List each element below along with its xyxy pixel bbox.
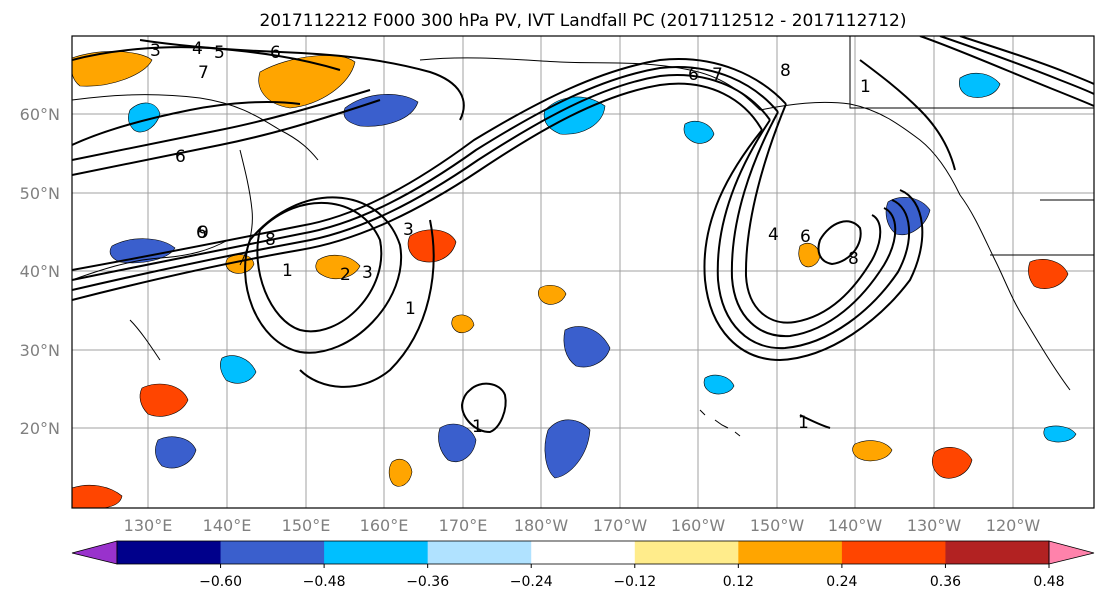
colorbar-segment xyxy=(945,541,1050,564)
contour-label: 1 xyxy=(798,413,809,433)
colorbar: −0.60 −0.48 −0.36 −0.24 −0.12 0.12 0.24 0.36 0.4… xyxy=(71,540,1095,590)
contour-label: 1 xyxy=(472,417,483,437)
lon-label: 180°W xyxy=(514,516,569,535)
contour-label: 7 xyxy=(712,65,723,85)
fill-neg xyxy=(155,436,197,469)
colorbar-min-arrow xyxy=(71,540,118,565)
fill-neg xyxy=(109,238,176,264)
fill-neg xyxy=(1043,425,1077,443)
colorbar-max-arrow xyxy=(1048,540,1095,565)
lon-label: 130°E xyxy=(124,516,173,535)
map-area: 3 4 5 6 7 6 8 9 6 3 1 2 3 1 1 1 4 6 8 1 … xyxy=(72,36,1094,508)
fill-pos xyxy=(139,383,189,417)
lon-label: 150°E xyxy=(282,516,331,535)
ivt-contours xyxy=(72,36,1094,434)
fill-pos xyxy=(388,459,413,487)
contour-label: 2 xyxy=(340,265,351,285)
colorbar-tick-label: 0.24 xyxy=(826,574,857,590)
contour-label: 3 xyxy=(403,220,414,240)
contour-label: 6 xyxy=(196,223,207,243)
colorbar-segment xyxy=(427,541,532,564)
colorbar-tick-label: −0.48 xyxy=(303,574,346,590)
contour-label: 8 xyxy=(848,249,859,269)
contour-label: 4 xyxy=(768,225,779,245)
lon-label: 160°E xyxy=(360,516,409,535)
lon-label: 150°W xyxy=(750,516,805,535)
contour-label: 6 xyxy=(270,43,281,63)
fill-neg xyxy=(343,94,419,127)
contour-label: 8 xyxy=(265,230,276,250)
colorbar-tick-label: −0.36 xyxy=(406,574,449,590)
fill-neg xyxy=(885,197,931,236)
contour-label: 1 xyxy=(282,261,293,281)
fill-neg xyxy=(958,72,1001,98)
fill-pos xyxy=(72,484,123,508)
lat-label: 30°N xyxy=(20,341,60,360)
contour-label: 4 xyxy=(192,39,203,59)
fill-pos xyxy=(1028,259,1069,289)
contour-label: 6 xyxy=(175,147,186,167)
contour-label: 6 xyxy=(800,227,811,247)
contour-label: 3 xyxy=(362,263,373,283)
contour-label: 9 xyxy=(198,223,209,243)
contour-label: 5 xyxy=(214,43,225,63)
map-title: 2017112212 F000 300 hPa PV, IVT Landfall… xyxy=(259,11,906,31)
colorbar-tick-label: −0.60 xyxy=(199,574,242,590)
fill-pos xyxy=(315,254,361,279)
lon-label: 120°W xyxy=(986,516,1041,535)
contour-label: 6 xyxy=(688,65,699,85)
lon-label: 140°W xyxy=(828,516,883,535)
fill-neg xyxy=(544,419,591,479)
colorbar-segment xyxy=(634,541,739,564)
lon-label: 140°E xyxy=(203,516,252,535)
colorbar-tick-label: −0.12 xyxy=(613,574,656,590)
coastlines xyxy=(72,36,1094,437)
colorbar-segment xyxy=(841,541,946,564)
fill-neg xyxy=(703,374,735,395)
latitude-labels: 60°N 50°N 40°N 30°N 20°N xyxy=(20,105,60,438)
lon-label: 170°W xyxy=(593,516,648,535)
colorbar-segment xyxy=(738,541,843,564)
colorbar-tick-label: −0.24 xyxy=(510,574,553,590)
map-frame xyxy=(71,35,1095,509)
fill-neg xyxy=(683,121,715,144)
colorbar-tick-label: 0.48 xyxy=(1033,574,1064,590)
longitude-labels: 130°E 140°E 150°E 160°E 170°E 180°W 170°… xyxy=(124,516,1041,535)
lon-label: 170°E xyxy=(439,516,488,535)
contour-label: 1 xyxy=(405,299,416,319)
fill-pos xyxy=(798,243,821,268)
fill-neg xyxy=(220,355,257,384)
lon-label: 130°W xyxy=(907,516,962,535)
lat-label: 40°N xyxy=(20,262,60,281)
colorbar-tick-label: 0.36 xyxy=(930,574,961,590)
colorbar-tick-label: 0.12 xyxy=(723,574,754,590)
contour-labels: 3 4 5 6 7 6 8 9 6 3 1 2 3 1 1 1 4 6 8 1 … xyxy=(150,39,871,437)
contour-label: 7 xyxy=(198,63,209,83)
colorbar-segment xyxy=(324,541,429,564)
fill-neg xyxy=(438,423,477,462)
fill-pos xyxy=(931,447,973,479)
fill-neg xyxy=(563,326,611,368)
contour-label: 1 xyxy=(860,77,871,97)
fill-pos xyxy=(538,285,567,305)
fill-pos xyxy=(407,229,457,263)
fill-pos xyxy=(852,440,893,462)
pv-anomaly-fills xyxy=(72,51,1077,508)
lat-label: 60°N xyxy=(20,105,60,124)
fill-pos xyxy=(451,314,475,334)
colorbar-segment xyxy=(117,541,222,564)
lat-label: 50°N xyxy=(20,184,60,203)
fill-neg xyxy=(128,102,161,133)
colorbar-segment xyxy=(531,541,636,564)
lat-label: 20°N xyxy=(20,419,60,438)
contour-label: 3 xyxy=(150,41,161,61)
colorbar-segment xyxy=(220,541,325,564)
lon-label: 160°W xyxy=(671,516,726,535)
contour-label: 8 xyxy=(780,61,791,81)
fill-pos xyxy=(258,55,356,109)
